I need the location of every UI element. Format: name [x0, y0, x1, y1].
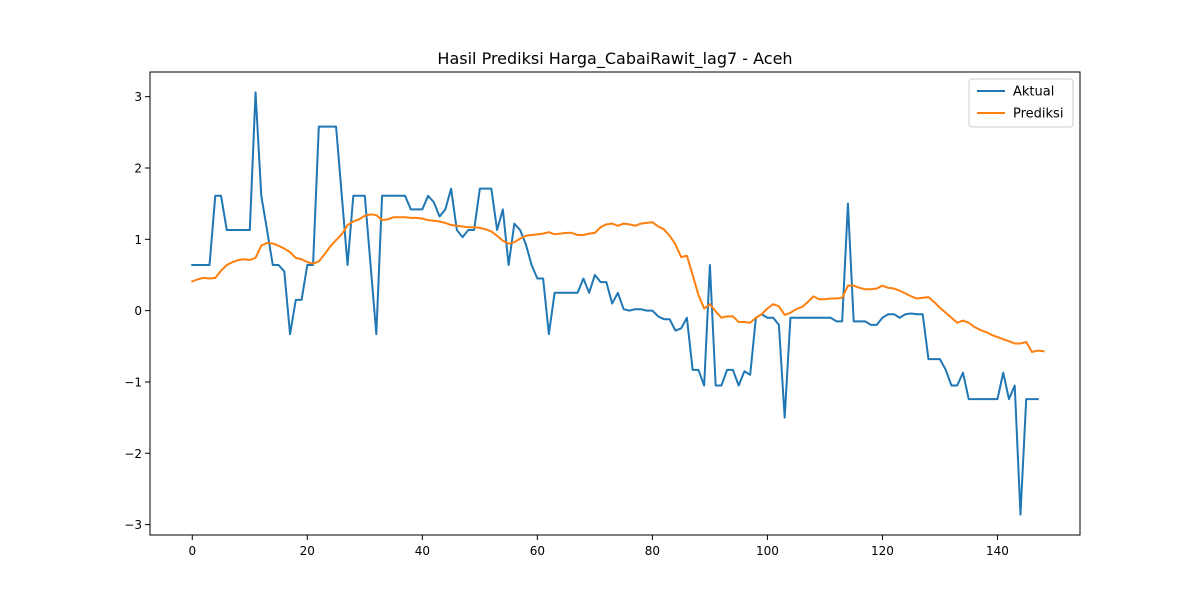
x-tick-label: 20 [300, 544, 315, 558]
plot-area: 0 20 40 60 80 100 120 140 −3 −2 −1 0 1 2 3 [124, 71, 1081, 558]
legend-label-aktual: Aktual [1013, 85, 1054, 100]
x-tick-label: 80 [645, 544, 660, 558]
series-line-prediksi [190, 213, 1045, 353]
y-tick-label: −2 [124, 447, 142, 461]
y-tick-label: 2 [134, 161, 142, 175]
x-tick-label: 140 [986, 544, 1009, 558]
x-tick-label: 40 [415, 544, 430, 558]
series-line-aktual [191, 91, 1039, 516]
y-tick-label: −3 [124, 518, 142, 532]
y-tick-label: −1 [124, 375, 142, 389]
y-tick-label: 0 [134, 304, 142, 318]
y-tick-label: 3 [134, 90, 142, 104]
chart-title: Hasil Prediksi Harga_CabaiRawit_lag7 - A… [437, 49, 792, 69]
legend: Aktual Prediksi [968, 78, 1074, 128]
legend-label-prediksi: Prediksi [1013, 107, 1063, 122]
y-tick-label: 1 [134, 233, 142, 247]
x-tick-label: 120 [871, 544, 894, 558]
axes-frame [149, 71, 1081, 536]
x-tick-label: 0 [188, 544, 196, 558]
x-tick-label: 100 [756, 544, 779, 558]
x-tick-label: 60 [530, 544, 545, 558]
